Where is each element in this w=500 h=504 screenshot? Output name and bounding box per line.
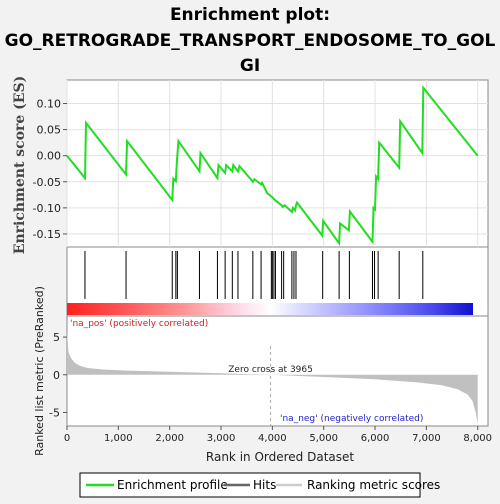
legend-label-metric: Ranking metric scores <box>307 478 440 492</box>
zero-cross-label: Zero cross at 3965 <box>228 365 313 375</box>
es-y-tick-label: -0.05 <box>33 176 61 189</box>
metric-y-tick-label: 5 <box>53 331 60 344</box>
es-y-axis: 0.10 0.05 0.00 -0.05 -0.10 -0.15 <box>33 97 67 241</box>
x-tick-label: 5,000 <box>309 433 338 444</box>
es-y-tick-label: 0.05 <box>37 124 62 137</box>
legend-label-profile: Enrichment profile <box>117 478 228 492</box>
x-tick-label: 3,000 <box>207 433 236 444</box>
chart-title-line1: Enrichment plot: <box>170 5 330 25</box>
x-tick-label: 2,000 <box>155 433 184 444</box>
rank-colorbar <box>67 303 473 315</box>
legend: Enrichment profile Hits Ranking metric s… <box>79 472 440 498</box>
es-y-tick-label: 0.00 <box>37 150 62 163</box>
x-tick-label: 4,000 <box>258 433 287 444</box>
es-y-tick-label: 0.10 <box>37 97 62 110</box>
ranking-metric-area <box>67 331 478 425</box>
legend-label-hits: Hits <box>253 478 276 492</box>
plot-frame <box>66 79 489 427</box>
es-y-axis-label: Enrichment score (ES) <box>12 76 28 254</box>
chart-title-line3: GI <box>240 56 260 76</box>
chart-title-line2: GO_RETROGRADE_TRANSPORT_ENDOSOME_TO_GOL <box>5 31 496 51</box>
pos-correlation-label: 'na_pos' (positively correlated) <box>70 319 208 329</box>
metric-y-tick-label: 0 <box>53 369 60 382</box>
x-axis: 0 1,000 2,000 3,000 4,000 5,000 6,000 7,000 8,00… <box>64 426 492 444</box>
metric-y-tick-label: -5 <box>49 406 60 419</box>
neg-correlation-label: 'na_neg' (negatively correlated) <box>280 414 423 424</box>
metric-y-axis-label: Ranked list metric (PreRanked) <box>33 286 46 456</box>
es-y-tick-label: -0.10 <box>33 202 61 215</box>
hits-barcode <box>84 251 424 299</box>
x-tick-label: 1,000 <box>104 433 133 444</box>
es-y-tick-label: -0.15 <box>33 228 61 241</box>
x-axis-label: Rank in Ordered Dataset <box>206 450 354 464</box>
x-tick-label: 8,000 <box>463 433 492 444</box>
enrichment-profile-line <box>66 85 479 247</box>
x-tick-label: 6,000 <box>361 433 390 444</box>
x-tick-label: 0 <box>64 433 70 444</box>
x-tick-label: 7,000 <box>412 433 441 444</box>
metric-y-axis: 5 0 -5 <box>49 331 67 419</box>
